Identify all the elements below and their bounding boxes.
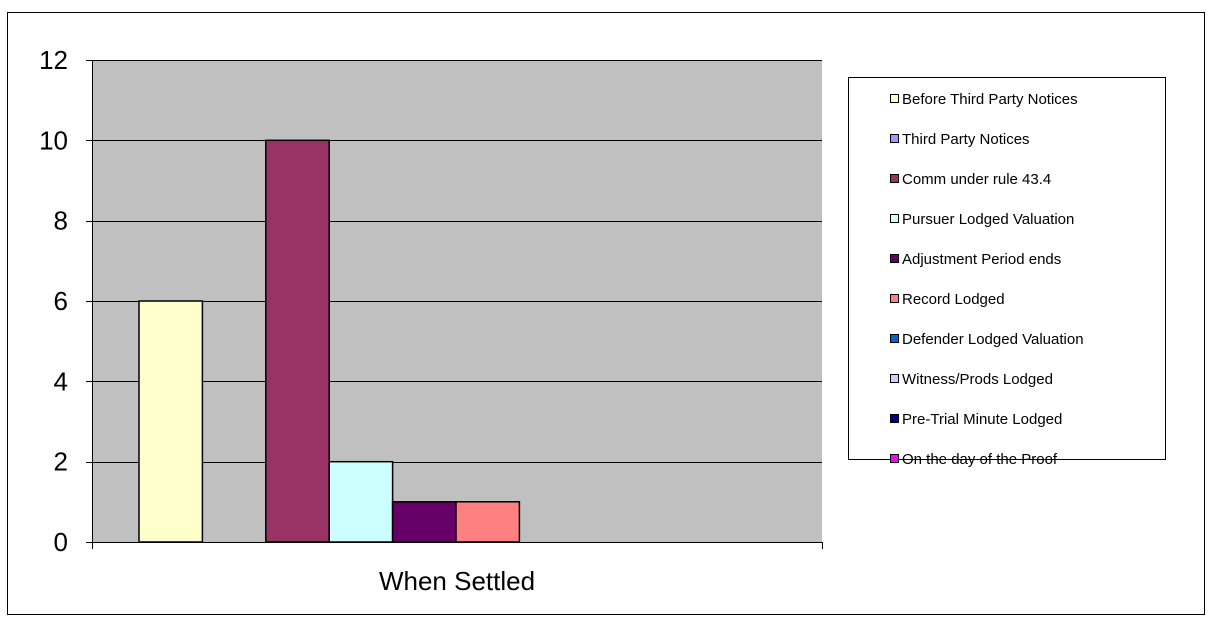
- legend-label: Adjustment Period ends: [902, 251, 1061, 268]
- bars: [138, 139, 521, 543]
- bar: [138, 300, 204, 543]
- legend: Before Third Party Notices Third Party No…: [848, 77, 1166, 468]
- legend-label: Third Party Notices: [902, 131, 1030, 148]
- legend-label: Record Lodged: [902, 291, 1005, 308]
- legend-box: [848, 77, 1166, 460]
- y-tick-label: 8: [54, 206, 68, 236]
- legend-label: Comm under rule 43.4: [902, 171, 1051, 188]
- legend-label: Defender Lodged Valuation: [902, 331, 1084, 348]
- bar: [265, 139, 330, 543]
- legend-swatch: [890, 294, 899, 303]
- legend-swatch: [890, 214, 899, 223]
- y-tick-label: 12: [39, 45, 68, 75]
- y-tick-label: 10: [39, 125, 68, 155]
- legend-swatch: [890, 374, 899, 383]
- legend-label: Before Third Party Notices: [902, 91, 1078, 108]
- y-tick-label: 2: [54, 447, 68, 477]
- legend-label: On the day of the Proof: [902, 451, 1058, 468]
- legend-label: Pursuer Lodged Valuation: [902, 211, 1074, 228]
- y-tick-label: 4: [54, 366, 68, 396]
- bar: [455, 501, 521, 543]
- x-axis-label: When Settled: [379, 566, 535, 596]
- legend-swatch: [890, 134, 899, 143]
- gridlines: [92, 60, 822, 463]
- y-tick-labels: 0 2 4 6 8 10 12: [39, 45, 68, 557]
- bar: [328, 460, 394, 543]
- legend-swatch: [890, 454, 899, 463]
- legend-label: Witness/Prods Lodged: [902, 371, 1053, 388]
- y-tick-label: 6: [54, 286, 68, 316]
- legend-swatch: [890, 174, 899, 183]
- legend-swatch: [890, 94, 899, 103]
- legend-swatch: [890, 254, 899, 263]
- legend-swatch: [890, 414, 899, 423]
- y-tick-label: 0: [54, 527, 68, 557]
- legend-swatch: [890, 334, 899, 343]
- legend-label: Pre-Trial Minute Lodged: [902, 411, 1062, 428]
- bar: [391, 501, 457, 543]
- axes: [86, 60, 823, 549]
